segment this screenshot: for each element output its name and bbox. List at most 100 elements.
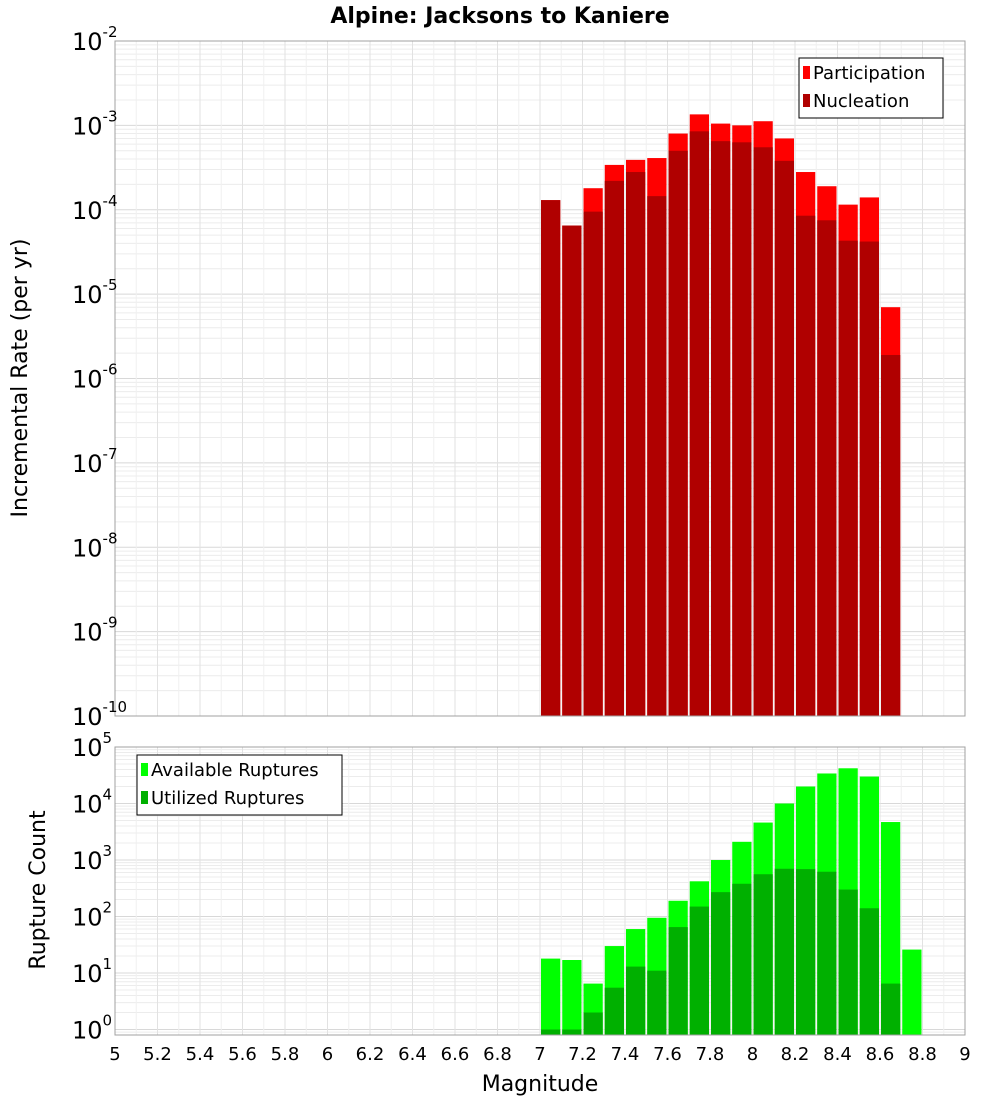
legend-swatch [141,791,148,804]
legend-box [136,754,343,816]
legend-label: Utilized Ruptures [151,788,304,809]
bottom-legend: Available Ruptures Utilized Ruptures [136,754,343,816]
legend-label: Available Ruptures [151,760,319,781]
legend-swatch [141,763,148,776]
bar [711,141,731,717]
y-tick-label: 102 [72,899,112,932]
y-tick-label: 104 [72,786,112,819]
legend-label: Nucleation [813,91,909,112]
bottom-y-tick-labels: 100 101 102 103 104 105 [72,729,112,1045]
x-tick-label: 7.6 [653,1044,682,1065]
bar [626,172,646,716]
x-tick-label: 5.6 [228,1044,257,1065]
rupture-count-panel: 100 101 102 103 104 105 Available Ruptures Util… [72,729,966,1045]
bar [732,883,752,1035]
top-plot-frame [114,40,966,717]
top-gridlines [114,40,966,717]
bar [732,142,752,716]
legend-label: Participation [813,63,925,84]
bar [881,983,901,1035]
x-tick-label: 5.4 [186,1044,215,1065]
bar [562,225,582,716]
chart-title: Alpine: Jacksons to Kaniere [330,4,669,29]
y-tick-label: 10-6 [72,361,118,394]
x-tick-label: 6.6 [441,1044,470,1065]
x-tick-label: 8.2 [781,1044,810,1065]
top-legend: Participation Nucleation [798,57,944,119]
bar [753,874,773,1035]
y-tick-label: 10-7 [72,445,118,478]
y-tick-label: 10-10 [72,698,127,731]
top-y-axis-label: Incremental Rate (per yr) [8,239,33,518]
bottom-plot-frame [114,746,966,1036]
x-axis-label: Magnitude [482,1072,599,1097]
x-tick-label: 6.4 [398,1044,427,1065]
bar [838,889,858,1035]
bar [541,200,561,716]
bar [774,868,794,1035]
x-tick-label: 5 [109,1044,120,1065]
legend-swatch [803,94,810,107]
x-tick-label: 5.2 [143,1044,172,1065]
x-tick-label: 9 [959,1044,970,1065]
x-tick-label: 7.8 [696,1044,725,1065]
bar [647,196,667,716]
x-tick-label: 6.8 [483,1044,512,1065]
bar [583,211,603,716]
bar [689,131,709,717]
y-tick-label: 10-3 [72,107,118,140]
bar [796,869,816,1035]
bar [881,822,901,1035]
bar [796,215,816,717]
bar [817,220,837,717]
bar [562,959,582,1035]
y-tick-label: 100 [72,1012,112,1045]
bar [881,354,901,716]
bar [541,958,561,1035]
bar [604,180,624,716]
bar [668,150,688,716]
bar [817,871,837,1035]
legend-box [798,57,944,119]
series-nucleation [541,131,901,717]
x-tick-label: 7 [534,1044,545,1065]
bar [838,240,858,717]
bar [668,927,688,1035]
y-tick-label: 10-4 [72,192,118,225]
bar [753,147,773,717]
bar [689,906,709,1035]
series-utilized-ruptures [541,868,901,1035]
y-tick-label: 103 [72,842,112,875]
participation-nucleation-panel: 10-10 10-9 10-8 10-7 10-6 10-5 10-4 10-3 10-2 Par… [72,23,966,731]
bar [859,908,879,1035]
bar [562,1029,582,1035]
x-tick-label: 7.4 [611,1044,640,1065]
y-tick-label: 10-8 [72,529,118,562]
bottom-y-axis-label: Rupture Count [26,810,51,970]
x-tick-label: 6.2 [356,1044,385,1065]
bar [711,892,731,1035]
x-tick-label: 8 [747,1044,758,1065]
y-tick-label: 10-5 [72,276,118,309]
bar [859,241,879,717]
bar [647,970,667,1035]
top-y-tick-labels: 10-10 10-9 10-8 10-7 10-6 10-5 10-4 10-3 10-2 [72,23,127,731]
bar [626,966,646,1035]
x-tick-label: 7.2 [568,1044,597,1065]
x-tick-label: 6 [322,1044,333,1065]
x-tick-label: 8.8 [908,1044,937,1065]
legend-swatch [803,66,810,79]
y-tick-label: 105 [72,729,112,762]
x-tick-labels: 5 5.2 5.4 5.6 5.8 6 6.2 6.4 6.6 6.8 7 7.2 7.4 7.6 7.8 8… [109,1044,970,1065]
x-tick-label: 5.8 [271,1044,300,1065]
bar [541,1029,561,1035]
y-tick-label: 10-9 [72,614,118,647]
bar [604,987,624,1035]
bar [774,160,794,717]
bar [583,1012,603,1035]
bar [902,949,922,1035]
y-tick-label: 101 [72,955,112,988]
x-tick-label: 8.6 [866,1044,895,1065]
y-tick-label: 10-2 [72,23,118,56]
